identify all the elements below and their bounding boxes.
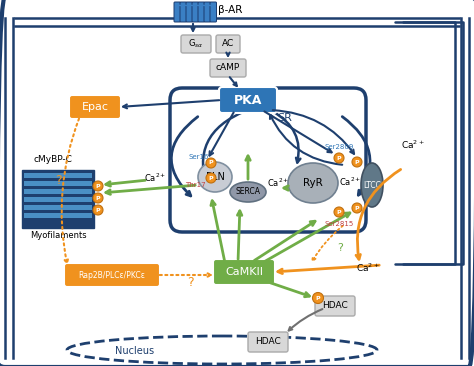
- Text: P: P: [316, 317, 320, 322]
- Text: β-AR: β-AR: [218, 5, 242, 15]
- FancyBboxPatch shape: [248, 332, 288, 352]
- Text: cMyBP-C: cMyBP-C: [34, 156, 73, 164]
- FancyBboxPatch shape: [180, 2, 186, 22]
- Bar: [24, 205, 92, 210]
- FancyBboxPatch shape: [213, 259, 275, 285]
- Text: RyR: RyR: [303, 178, 323, 188]
- Text: PLN: PLN: [206, 172, 224, 182]
- Text: PKA: PKA: [234, 93, 262, 107]
- Circle shape: [352, 203, 362, 213]
- FancyBboxPatch shape: [198, 2, 204, 22]
- Text: Ser2815: Ser2815: [324, 221, 354, 227]
- Ellipse shape: [361, 163, 383, 207]
- FancyBboxPatch shape: [210, 59, 246, 77]
- FancyBboxPatch shape: [186, 2, 192, 22]
- Text: P: P: [316, 295, 320, 300]
- Circle shape: [206, 173, 216, 183]
- Text: SR: SR: [278, 113, 292, 123]
- Circle shape: [93, 181, 103, 191]
- Circle shape: [334, 153, 344, 163]
- FancyBboxPatch shape: [181, 35, 211, 53]
- FancyBboxPatch shape: [219, 87, 277, 113]
- Text: ?: ?: [337, 243, 343, 253]
- Text: P: P: [209, 161, 213, 165]
- Text: LTCC: LTCC: [363, 180, 381, 190]
- Ellipse shape: [288, 163, 338, 203]
- Text: ?: ?: [187, 276, 193, 290]
- Text: Ser16: Ser16: [189, 154, 209, 160]
- Bar: [24, 173, 92, 178]
- Text: P: P: [96, 208, 100, 213]
- Text: CaMKII: CaMKII: [225, 267, 263, 277]
- Text: P: P: [355, 205, 359, 210]
- Text: Ca$^{2+}$: Ca$^{2+}$: [401, 139, 425, 151]
- FancyBboxPatch shape: [315, 296, 355, 316]
- Ellipse shape: [198, 162, 232, 192]
- Text: Ca$^{2+}$: Ca$^{2+}$: [339, 176, 361, 188]
- Circle shape: [352, 157, 362, 167]
- Text: P: P: [96, 183, 100, 188]
- Bar: [24, 181, 92, 186]
- FancyBboxPatch shape: [210, 2, 217, 22]
- FancyBboxPatch shape: [192, 2, 199, 22]
- Text: P: P: [337, 209, 341, 214]
- Circle shape: [93, 193, 103, 203]
- Text: Ca$^{2+}$: Ca$^{2+}$: [267, 177, 289, 189]
- Text: HDAC: HDAC: [255, 337, 281, 347]
- FancyBboxPatch shape: [204, 2, 210, 22]
- Text: G$_{sα}$: G$_{sα}$: [188, 38, 204, 50]
- Text: Ca$^{2+}$: Ca$^{2+}$: [356, 262, 380, 274]
- Circle shape: [206, 158, 216, 168]
- FancyBboxPatch shape: [64, 263, 160, 287]
- FancyBboxPatch shape: [69, 95, 121, 119]
- Text: Ca$^{2+}$: Ca$^{2+}$: [144, 172, 166, 184]
- Text: Rap2B/PLCε/PKCε: Rap2B/PLCε/PKCε: [79, 270, 146, 280]
- Circle shape: [93, 205, 103, 215]
- Text: Thr17: Thr17: [185, 182, 205, 188]
- Circle shape: [334, 207, 344, 217]
- Text: P: P: [209, 176, 213, 180]
- Text: Ser2809: Ser2809: [324, 144, 354, 150]
- Circle shape: [312, 292, 323, 303]
- Bar: [24, 189, 92, 194]
- Bar: [22, 170, 94, 228]
- Ellipse shape: [230, 182, 266, 202]
- Text: SERCA: SERCA: [236, 187, 261, 197]
- Text: P: P: [96, 195, 100, 201]
- FancyBboxPatch shape: [174, 2, 181, 22]
- FancyBboxPatch shape: [216, 35, 240, 53]
- Text: cAMP: cAMP: [216, 63, 240, 72]
- Bar: [24, 197, 92, 202]
- Text: P: P: [355, 160, 359, 164]
- Text: P: P: [337, 156, 341, 161]
- Text: Myofilaments: Myofilaments: [30, 231, 86, 239]
- Text: AC: AC: [222, 40, 234, 49]
- Text: HDAC: HDAC: [322, 302, 348, 310]
- Bar: [24, 213, 92, 218]
- Text: Nucleus: Nucleus: [116, 346, 155, 356]
- Text: Epac: Epac: [82, 102, 109, 112]
- Text: ?: ?: [55, 173, 61, 187]
